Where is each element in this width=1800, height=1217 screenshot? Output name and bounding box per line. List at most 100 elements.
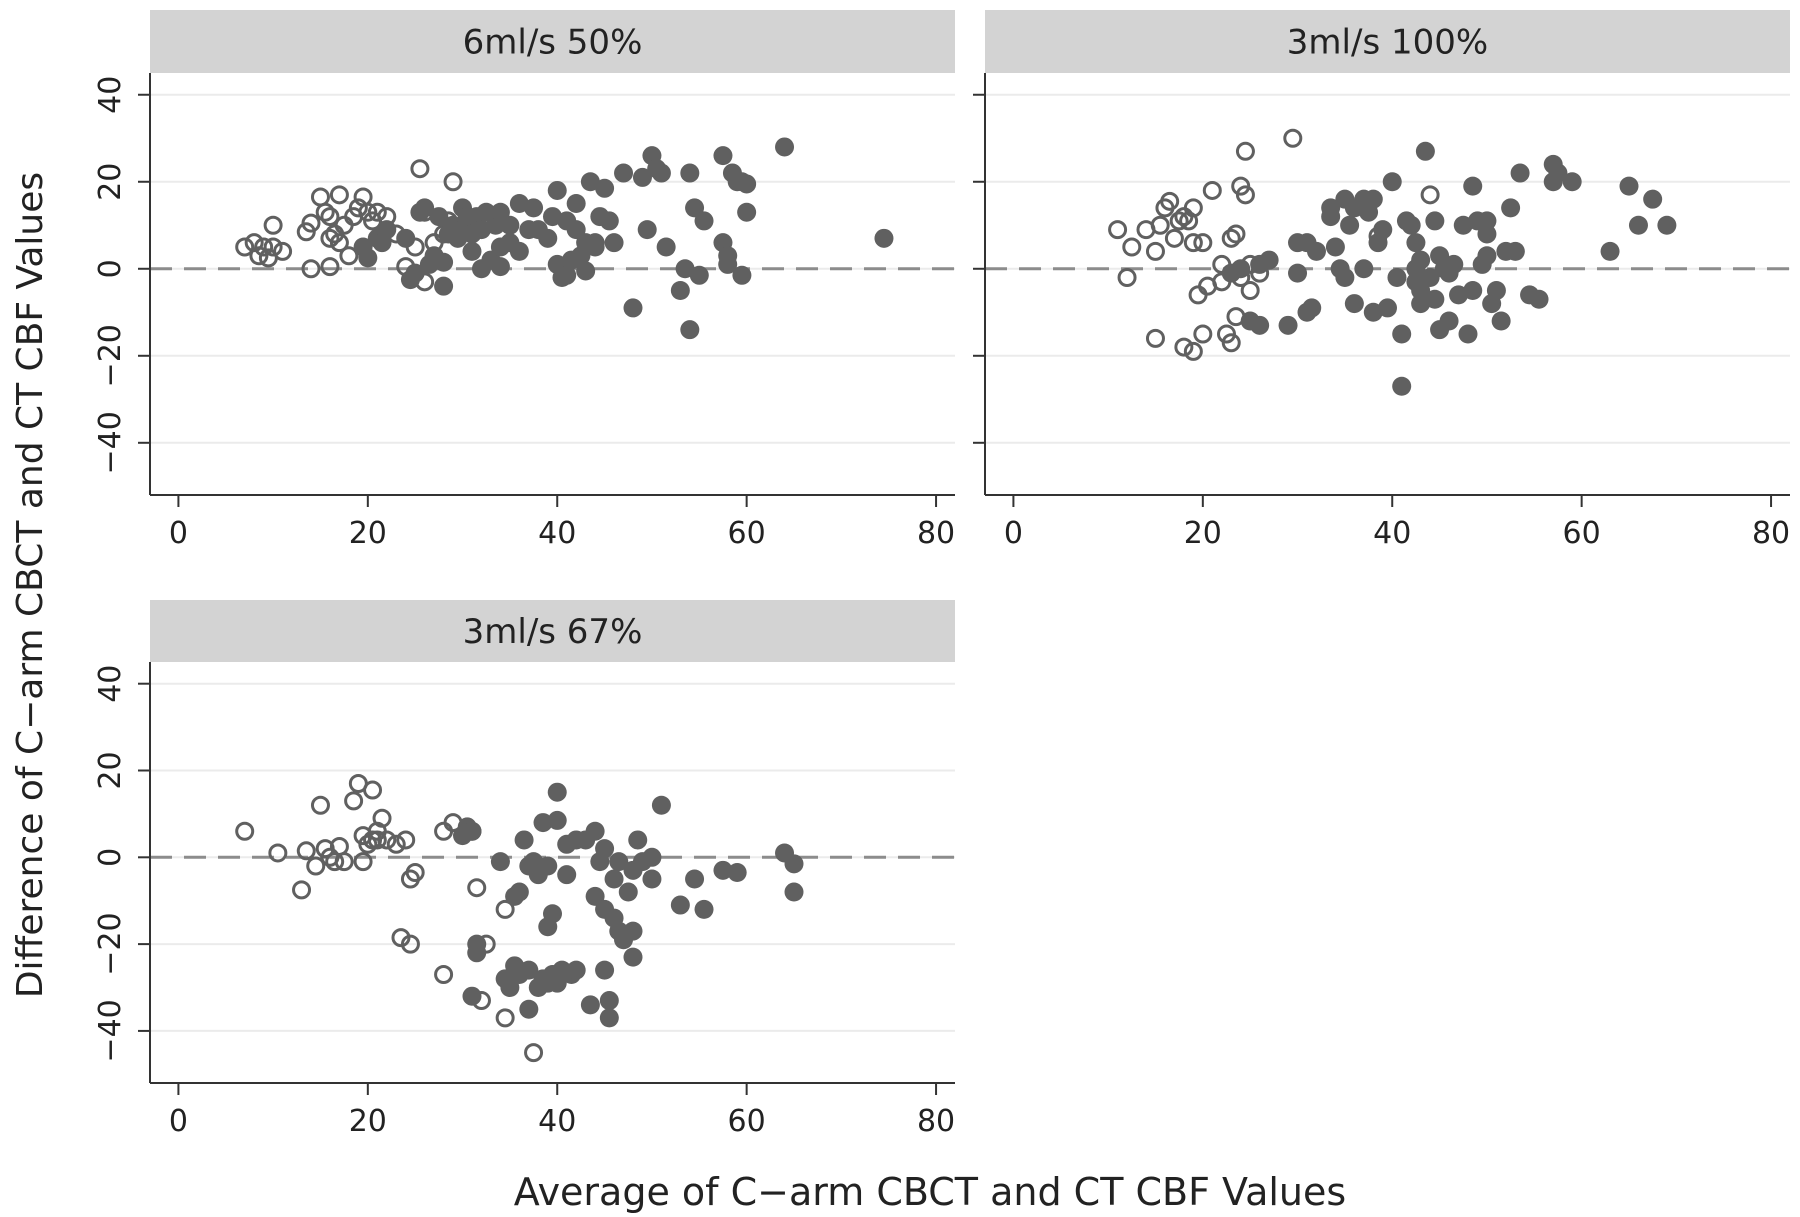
y-tick-label: −40 bbox=[93, 411, 128, 474]
filled-point bbox=[1505, 241, 1525, 261]
y-tick-label: −40 bbox=[93, 999, 128, 1062]
filled-point bbox=[1491, 311, 1511, 331]
filled-point bbox=[784, 854, 804, 874]
x-tick-label: 20 bbox=[349, 1104, 387, 1139]
filled-point bbox=[623, 921, 643, 941]
open-point bbox=[268, 843, 288, 863]
open-point bbox=[1160, 191, 1180, 211]
filled-point bbox=[1392, 376, 1412, 396]
x-tick-label: 0 bbox=[1004, 516, 1023, 551]
y-axis-label: Difference of C−arm CBCT and CT CBF Valu… bbox=[10, 172, 51, 998]
open-point bbox=[372, 808, 392, 828]
filled-point bbox=[656, 237, 676, 257]
panel-title: 6ml/s 50% bbox=[463, 23, 643, 63]
x-tick-label: 40 bbox=[538, 1104, 576, 1139]
filled-point bbox=[599, 1008, 619, 1028]
filled-point bbox=[576, 261, 596, 281]
open-point bbox=[367, 830, 387, 850]
open-point bbox=[1221, 228, 1241, 248]
open-point bbox=[1169, 211, 1189, 231]
filled-point bbox=[547, 782, 567, 802]
open-point bbox=[1150, 215, 1170, 235]
open-point bbox=[320, 228, 340, 248]
open-point bbox=[1235, 185, 1255, 205]
filled-point bbox=[467, 934, 487, 954]
x-tick-label: 80 bbox=[1752, 516, 1790, 551]
open-point bbox=[358, 834, 378, 854]
filled-point bbox=[614, 163, 634, 183]
filled-point bbox=[1420, 267, 1440, 287]
open-point bbox=[400, 934, 420, 954]
open-point bbox=[495, 899, 515, 919]
filled-point bbox=[623, 298, 643, 318]
filled-point bbox=[585, 821, 605, 841]
filled-point bbox=[595, 839, 615, 859]
filled-point bbox=[1231, 259, 1251, 279]
x-tick-label: 80 bbox=[917, 516, 955, 551]
filled-point bbox=[533, 813, 553, 833]
filled-point bbox=[874, 228, 894, 248]
open-point bbox=[344, 791, 364, 811]
filled-point bbox=[1463, 281, 1483, 301]
filled-point bbox=[623, 947, 643, 967]
open-point bbox=[1164, 228, 1184, 248]
filled-point bbox=[599, 991, 619, 1011]
filled-point bbox=[434, 252, 454, 272]
open-point bbox=[348, 198, 368, 218]
filled-point bbox=[595, 960, 615, 980]
filled-point bbox=[713, 860, 733, 880]
open-point bbox=[292, 880, 312, 900]
filled-point bbox=[1628, 215, 1648, 235]
filled-point bbox=[538, 228, 558, 248]
filled-point bbox=[538, 856, 558, 876]
panel-3: 3ml/s 67% 0 20 40 60 80 −40 −20 0 20 40 bbox=[93, 600, 955, 1139]
filled-point bbox=[1600, 241, 1620, 261]
panels-group: 6ml/s 50% 0 20 40 60 80 −40 −20 0 20 40 3ml/s 100% 0… bbox=[93, 10, 1790, 1139]
open-point bbox=[1226, 224, 1246, 244]
filled-point bbox=[1335, 267, 1355, 287]
y-tick-label: 0 bbox=[93, 848, 128, 867]
filled-point bbox=[514, 830, 534, 850]
filled-point bbox=[1458, 324, 1478, 344]
open-point bbox=[1235, 141, 1255, 161]
filled-point bbox=[1477, 246, 1497, 266]
filled-point bbox=[1415, 141, 1435, 161]
filled-point bbox=[462, 821, 482, 841]
panel-strip bbox=[150, 600, 955, 662]
open-point bbox=[1202, 180, 1222, 200]
filled-point bbox=[775, 137, 795, 157]
x-tick-label: 60 bbox=[728, 1104, 766, 1139]
filled-point bbox=[580, 995, 600, 1015]
filled-point bbox=[405, 263, 425, 283]
filled-point bbox=[396, 228, 416, 248]
filled-point bbox=[1363, 189, 1383, 209]
panel-strip bbox=[985, 10, 1790, 73]
open-point bbox=[443, 172, 463, 192]
open-point bbox=[320, 257, 340, 277]
filled-point bbox=[434, 276, 454, 296]
open-point bbox=[353, 852, 373, 872]
filled-point bbox=[566, 960, 586, 980]
filled-point bbox=[1463, 176, 1483, 196]
filled-point bbox=[599, 211, 619, 231]
filled-point bbox=[1278, 315, 1298, 335]
filled-point bbox=[651, 795, 671, 815]
filled-point bbox=[1340, 215, 1360, 235]
filled-point bbox=[595, 178, 615, 198]
filled-point bbox=[670, 895, 690, 915]
y-tick-label: 0 bbox=[93, 259, 128, 278]
x-tick-label: 80 bbox=[917, 1104, 955, 1139]
open-point bbox=[1174, 337, 1194, 357]
open-point bbox=[329, 233, 349, 253]
open-point bbox=[434, 821, 454, 841]
x-tick-label: 40 bbox=[538, 516, 576, 551]
filled-point bbox=[784, 882, 804, 902]
open-point bbox=[1183, 198, 1203, 218]
filled-point bbox=[694, 899, 714, 919]
open-point bbox=[1174, 207, 1194, 227]
open-point bbox=[1420, 185, 1440, 205]
open-point bbox=[363, 780, 383, 800]
open-point bbox=[254, 237, 274, 257]
filled-point bbox=[670, 281, 690, 301]
